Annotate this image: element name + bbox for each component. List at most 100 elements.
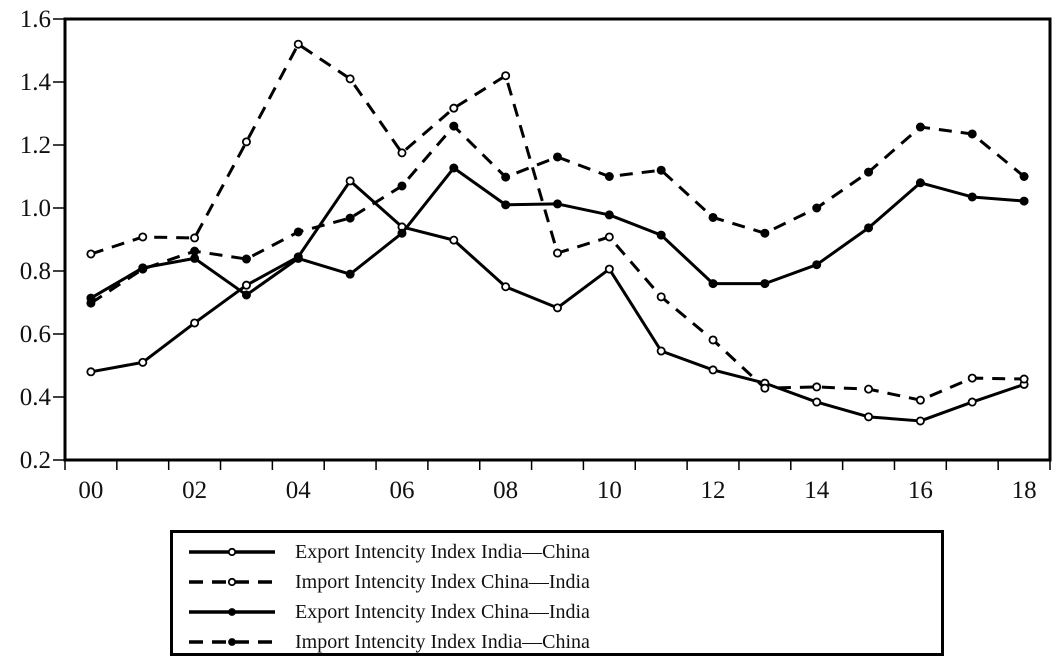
x-tick-label: 18: [1012, 477, 1037, 504]
data-point: [967, 129, 977, 139]
data-point: [190, 318, 200, 328]
data-point: [864, 384, 874, 394]
data-point: [241, 137, 251, 147]
data-point: [604, 172, 614, 181]
x-tick-label: 10: [597, 477, 622, 504]
data-point: [708, 335, 718, 345]
data-point: [138, 357, 148, 367]
data-point: [397, 181, 407, 191]
data-point: [656, 230, 666, 240]
y-tick-label: 1.0: [20, 195, 51, 222]
data-point: [656, 292, 666, 302]
legend: Export Intencity Index India—China Impor…: [170, 530, 944, 656]
data-point: [812, 260, 822, 270]
data-point: [967, 373, 977, 383]
y-tick-label: 0.4: [20, 384, 52, 411]
data-point: [604, 210, 614, 220]
y-tick-label: 0.2: [20, 447, 51, 474]
x-tick-label: 04: [286, 477, 312, 504]
legend-label: Export Intencity Index India—China: [295, 540, 590, 563]
x-tick-label: 08: [493, 477, 518, 504]
data-point: [812, 382, 822, 392]
data-point: [241, 290, 251, 300]
data-point: [760, 383, 770, 393]
data-point: [293, 39, 303, 49]
data-point: [449, 235, 459, 245]
data-point: [190, 246, 200, 256]
data-point: [553, 199, 562, 209]
data-point: [1019, 172, 1029, 181]
data-point: [967, 397, 977, 407]
data-point: [86, 367, 96, 377]
series-4: [86, 121, 1029, 308]
legend-swatch-dashed-open-circle: [189, 577, 275, 587]
data-point: [345, 176, 355, 186]
data-point: [86, 249, 96, 259]
data-point: [915, 178, 925, 188]
series-line: [90, 166, 1025, 300]
x-tick-label: 02: [182, 477, 207, 504]
data-point: [501, 71, 511, 81]
data-point: [656, 346, 666, 356]
y-tick-label: 1.4: [20, 69, 52, 96]
legend-swatch-solid-open-circle: [189, 547, 275, 557]
data-point: [812, 203, 822, 213]
y-tick-label: 0.6: [20, 321, 51, 348]
data-point: [812, 397, 822, 407]
data-point: [138, 232, 148, 242]
series-1: [86, 176, 1029, 426]
y-tick-label: 1.2: [20, 132, 51, 159]
data-point: [553, 303, 563, 313]
data-point: [708, 365, 718, 375]
legend-swatch-solid-filled-circle: [189, 608, 275, 616]
data-point: [397, 148, 407, 158]
data-point: [501, 282, 511, 292]
data-point: [293, 227, 303, 237]
data-point: [449, 103, 459, 113]
data-point: [967, 192, 977, 202]
legend-item-export-india-china: Export Intencity Index India—China: [187, 537, 590, 567]
data-point: [449, 163, 459, 173]
series-line: [90, 42, 1025, 402]
data-point: [345, 74, 355, 84]
y-tick-label: 0.8: [20, 258, 51, 285]
data-point: [241, 280, 251, 290]
legend-label: Export Intencity Index China—India: [295, 600, 590, 623]
data-point: [604, 232, 614, 242]
data-point: [915, 416, 925, 426]
y-tick-label: 1.6: [20, 6, 51, 33]
data-point: [501, 200, 511, 210]
plot-frame: [63, 17, 1052, 462]
data-point: [915, 122, 925, 132]
x-tick-label: 12: [701, 477, 726, 504]
x-axis: 00 02 04 06 08 10 12 14 16 18: [64, 460, 1051, 504]
data-point: [1019, 196, 1029, 206]
legend-label: Import Intencity Index China—India: [295, 570, 590, 593]
data-point: [86, 298, 96, 308]
data-point: [708, 212, 718, 222]
legend-item-import-india-china: Import Intencity Index India—China: [187, 627, 590, 657]
data-point: [553, 152, 562, 162]
legend-label: Import Intencity Index India—China: [295, 630, 590, 653]
legend-item-export-china-india: Export Intencity Index China—India: [187, 597, 590, 627]
data-point: [1019, 374, 1029, 384]
data-point: [190, 233, 200, 243]
data-point: [760, 279, 770, 289]
data-point: [864, 167, 874, 177]
data-point: [864, 223, 874, 233]
data-point: [760, 228, 770, 238]
data-point: [656, 165, 666, 175]
legend-item-import-china-india: Import Intencity Index China—India: [187, 567, 590, 597]
legend-swatch-dashed-filled-circle: [189, 638, 275, 646]
y-axis: 0.2 0.4 0.6 0.8 1.0 1.2 1.4 1.6: [20, 6, 65, 474]
series-layer: [86, 39, 1029, 426]
data-point: [708, 279, 718, 289]
data-point: [397, 228, 407, 238]
data-point: [293, 253, 303, 263]
data-point: [241, 254, 251, 264]
data-point: [604, 264, 614, 274]
data-point: [345, 269, 355, 279]
data-point: [138, 264, 148, 274]
data-point: [553, 248, 563, 258]
